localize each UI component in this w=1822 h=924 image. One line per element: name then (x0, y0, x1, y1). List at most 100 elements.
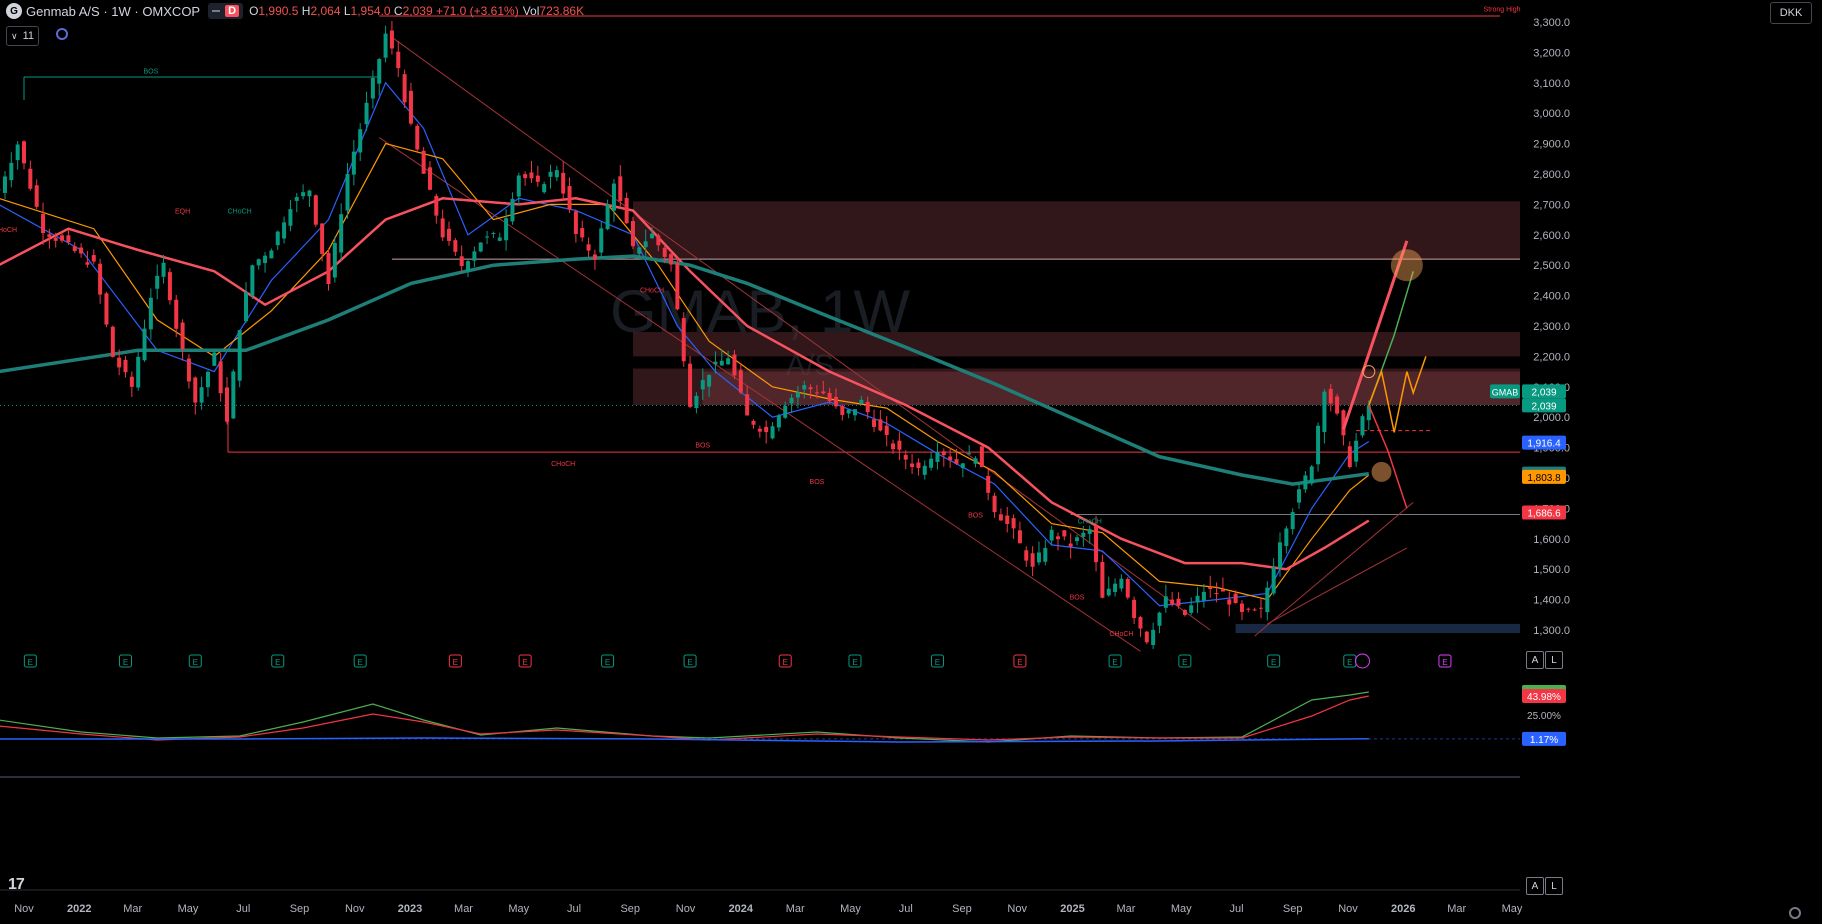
price-label-box (1522, 398, 1566, 413)
candle-body (250, 265, 255, 296)
x-tick-label: Nov (1007, 903, 1027, 915)
candle-body (263, 255, 268, 264)
smc-marker-label: CHoCH (1109, 631, 1133, 638)
candle-body (288, 209, 293, 226)
indicator-count: 11 (22, 30, 35, 42)
symbol-tag-value-box (1522, 384, 1566, 399)
osc-label-text: 1.17% (1530, 735, 1558, 746)
price-label-box (1522, 435, 1566, 450)
candle-body (776, 415, 781, 428)
candle-body (364, 102, 369, 125)
candle-body (1195, 595, 1200, 603)
auto-scale-button[interactable]: A (1526, 651, 1544, 669)
earnings-badge-icon (1013, 654, 1027, 668)
candle-body (700, 380, 705, 390)
candle-body (1176, 598, 1181, 606)
symbol-tag-box (1490, 384, 1520, 399)
candle-body (53, 237, 58, 241)
candle-body (22, 141, 26, 164)
header-bar: G Genmab A/S · 1W · OMXCOP D O1,990.5 H2… (0, 0, 584, 22)
candle-body (802, 385, 807, 390)
candle-body (688, 363, 693, 407)
osc-log-scale-button[interactable]: L (1545, 877, 1563, 895)
candle-body (205, 371, 210, 388)
candle-body (123, 359, 128, 373)
x-tick-label: Sep (1283, 903, 1303, 915)
x-tick-label: Mar (454, 903, 473, 915)
smc-marker-label: BOS (968, 513, 983, 520)
log-scale-button[interactable]: L (1545, 651, 1563, 669)
candle-body (967, 453, 972, 455)
status-pill[interactable]: D (208, 3, 244, 19)
symbol-title[interactable]: Genmab A/S · 1W · OMXCOP (26, 3, 201, 19)
candle-body (174, 299, 179, 329)
candle-body (770, 426, 775, 439)
tradingview-logo-icon[interactable]: 17 (8, 876, 25, 893)
candle-body (1341, 410, 1346, 436)
y-tick-label: 2,800.0 (1533, 169, 1570, 181)
delayed-badge: D (225, 5, 240, 17)
x-tick-label: 2025 (1060, 903, 1084, 915)
x-tick-label: Nov (345, 903, 365, 915)
smc-marker-label: CHoCH (1078, 519, 1102, 526)
candle-body (244, 292, 249, 322)
candle-body (764, 426, 769, 433)
candle-body (897, 440, 902, 450)
candle-body (1151, 629, 1156, 646)
candle-body (1068, 543, 1073, 547)
candle-body (1360, 416, 1365, 436)
candle-body (1258, 607, 1263, 609)
gear-icon[interactable] (1789, 907, 1801, 919)
ma-slow-line (0, 197, 1370, 571)
currency-button[interactable]: DKK (1770, 2, 1812, 24)
earnings-badge-icon (1438, 654, 1452, 668)
candle-body (478, 242, 483, 252)
candle-body (986, 475, 991, 493)
earnings-badge-icon (778, 654, 792, 668)
earnings-badge-icon (601, 654, 615, 668)
candle-body (808, 387, 813, 390)
candle-body (129, 376, 134, 387)
candle-body (1132, 599, 1137, 619)
smc-marker-label: BOS (695, 443, 710, 450)
zone-demand (1235, 623, 1520, 634)
osc-auto-scale-button[interactable]: A (1526, 877, 1544, 895)
candle-body (351, 151, 356, 175)
y-tick-label: 3,200.0 (1533, 47, 1570, 59)
refresh-icon[interactable] (56, 28, 68, 40)
candle-body (1328, 388, 1333, 404)
candle-body (561, 172, 566, 194)
candle-body (47, 234, 52, 237)
earnings-label: E (1347, 658, 1352, 667)
candle-body (611, 183, 616, 211)
candle-body (332, 243, 337, 278)
candle-body (41, 214, 46, 234)
x-tick-label: May (1171, 903, 1192, 915)
x-tick-label: Jul (899, 903, 913, 915)
osc-green-line (0, 691, 1369, 743)
candle-body (491, 232, 496, 234)
candle-body (186, 358, 191, 382)
candle-body (1163, 596, 1168, 608)
candle-body (910, 463, 915, 468)
candle-body (732, 354, 737, 376)
candle-body (872, 419, 877, 427)
candle-body (91, 255, 96, 262)
candle-body (1170, 599, 1175, 605)
projection-orange-line (1368, 356, 1427, 433)
chevron-down-icon: ∨ (11, 30, 18, 41)
candle-body (142, 328, 147, 361)
candle-body (1252, 609, 1257, 611)
earnings-label: E (935, 658, 940, 667)
candle-body (1005, 515, 1010, 524)
candle-body (605, 204, 610, 230)
candle-body (973, 458, 978, 464)
candle-body (1271, 567, 1276, 594)
earnings-label: E (28, 658, 33, 667)
osc-blue-line (0, 737, 1369, 743)
indicators-toggle-button[interactable]: ∨ 11 (6, 26, 40, 46)
price-label-box (1522, 469, 1566, 484)
candle-body (795, 392, 800, 398)
price-label-box (1522, 505, 1566, 520)
